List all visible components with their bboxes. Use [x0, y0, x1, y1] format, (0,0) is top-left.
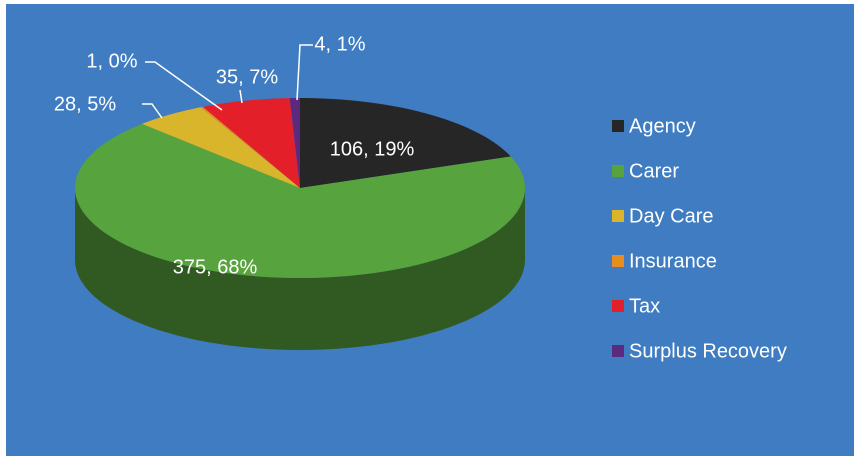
slice: [289, 98, 300, 188]
slice: [200, 106, 300, 188]
data-label: 4, 1%: [314, 33, 365, 55]
data-label: 375, 68%: [173, 256, 258, 278]
legend-swatch: [612, 165, 624, 177]
data-label: 28, 5%: [54, 93, 116, 115]
legend-swatch: [612, 255, 624, 267]
leader-line: [239, 89, 243, 104]
legend-label: Tax: [629, 295, 660, 317]
legend-swatch: [612, 345, 624, 357]
data-label: 35, 7%: [216, 66, 278, 88]
legend-label: Surplus Recovery: [629, 340, 787, 362]
leader-line: [296, 44, 313, 101]
legend-label: Carer: [629, 160, 679, 182]
legend-swatch: [612, 210, 624, 222]
slice-side: [75, 188, 525, 350]
slice: [300, 98, 511, 188]
data-label: 1, 0%: [86, 50, 137, 72]
leader-line: [145, 61, 223, 111]
legend-label: Insurance: [629, 250, 717, 272]
legend-label: Day Care: [629, 205, 713, 227]
legend-label: Agency: [629, 115, 696, 137]
legend-swatch: [612, 120, 624, 132]
slice: [75, 123, 525, 278]
slice: [202, 98, 300, 188]
data-label: 106, 19%: [330, 138, 415, 160]
leader-line: [142, 103, 163, 119]
legend-swatch: [612, 300, 624, 312]
slice: [142, 107, 300, 188]
